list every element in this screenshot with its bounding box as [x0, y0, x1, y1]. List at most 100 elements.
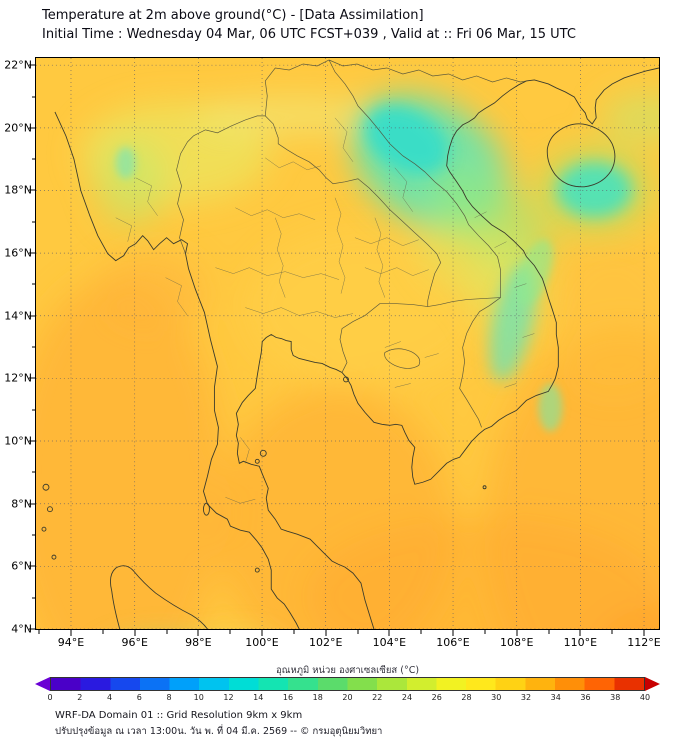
lat-minor-tick	[31, 221, 35, 223]
map-plot: 22°N 20°N 18°N 16°N 14°N 12°N 10°N 8°N 6°N 4°N 94…	[4, 57, 661, 649]
lon-minor-tick	[611, 630, 613, 634]
lat-tick-mark	[29, 127, 35, 129]
lon-tick-mark	[261, 630, 263, 636]
lon-tick-label: 108°E	[499, 636, 534, 649]
lon-tick-mark	[516, 630, 518, 636]
footer-domain-info: WRF-DA Domain 01 :: Grid Resolution 9km …	[55, 710, 303, 721]
header: Temperature at 2m above ground(°C) - [Da…	[42, 6, 576, 44]
colorbar-tick-label: 30	[491, 693, 502, 702]
lat-tick-label: 22°N	[4, 58, 32, 72]
lat-tick-label: 10°N	[4, 434, 32, 448]
colorbar-tick-label: 14	[253, 693, 264, 702]
lat-tick-mark	[29, 503, 35, 505]
colorbar-tick-label: 0	[47, 693, 53, 702]
graticule	[36, 58, 659, 629]
colorbar-tick-label: 34	[550, 693, 561, 702]
lon-tick-mark	[197, 630, 199, 636]
colorbar-tick-label: 12	[223, 693, 234, 702]
lat-tick-label: 18°N	[4, 183, 32, 197]
lon-tick-mark	[70, 630, 72, 636]
lon-tick-label: 104°E	[372, 636, 407, 649]
cool-streaks	[115, 146, 563, 432]
colorbar-tick-labels: 0 2 4 6 8 10 12 14 16 18 20 22 24 26 28 30 32 34 36 38 40	[47, 693, 650, 705]
colorbar-gradient	[50, 677, 645, 691]
colorbar-scale: 0 2 4 6 8 10 12 14 16 18 20 22 24 26 28 30 32 34 36 38 40	[47, 677, 650, 702]
colorbar-tick-label: 8	[166, 693, 172, 702]
lat-minor-tick	[31, 471, 35, 473]
colorbar-label: อุณหภูมิ หน่วย องศาเซลเซียส (°C)	[275, 665, 420, 676]
colorbar-tick-label: 2	[77, 693, 83, 702]
lon-tick-mark	[452, 630, 454, 636]
lat-tick-label: 4°N	[11, 622, 32, 636]
colorbar-tick-label: 22	[372, 693, 383, 702]
colorbar: 0 2 4 6 8 10 12 14 16 18 20 22 24 26 28 30 32 34 36 38 40	[35, 677, 660, 702]
lat-tick-mark	[29, 64, 35, 66]
lon-tick-mark	[643, 630, 645, 636]
lon-minor-tick	[229, 630, 231, 634]
lat-tick-label: 16°N	[4, 246, 32, 260]
lat-minor-tick	[31, 96, 35, 98]
colorbar-tick-label: 28	[461, 693, 472, 702]
colorbar-tick-label: 40	[639, 693, 651, 702]
lon-minor-tick	[357, 630, 359, 634]
footer-update-info: ปรับปรุงข้อมูล ณ เวลา 13:00น. วัน พ. ที่…	[55, 726, 383, 737]
lat-minor-tick	[31, 283, 35, 285]
country-borders	[176, 59, 527, 428]
lon-tick-label: 110°E	[563, 636, 598, 649]
colorbar-tick-label: 24	[401, 693, 413, 702]
lon-tick-mark	[579, 630, 581, 636]
lat-minor-tick	[31, 346, 35, 348]
lat-minor-tick	[31, 158, 35, 160]
lon-minor-tick	[548, 630, 550, 634]
warm-sea-blobs	[36, 227, 659, 629]
lat-minor-tick	[31, 534, 35, 536]
lon-tick-label: 100°E	[245, 636, 279, 649]
colorbar-tick-label: 6	[136, 693, 142, 702]
lat-tick-label: 12°N	[4, 371, 32, 385]
lon-minor-tick	[484, 630, 486, 634]
colorbar-tick-label: 38	[610, 693, 621, 702]
lat-tick-mark	[29, 377, 35, 379]
footer: WRF-DA Domain 01 :: Grid Resolution 9km …	[55, 710, 382, 739]
lon-tick-mark	[388, 630, 390, 636]
lon-tick-label: 96°E	[121, 636, 148, 649]
colorbar-tick-label: 32	[520, 693, 532, 702]
lon-minor-tick	[166, 630, 168, 634]
page-title: Temperature at 2m above ground(°C) - [Da…	[42, 8, 424, 23]
temperature-field	[36, 58, 659, 629]
lon-tick-label: 106°E	[436, 636, 470, 649]
lon-tick-label: 98°E	[185, 636, 212, 649]
lon-minor-tick	[38, 630, 40, 634]
lon-tick-mark	[134, 630, 136, 636]
page-subtitle: Initial Time : Wednesday 04 Mar, 06 UTC …	[42, 27, 576, 42]
colorbar-tick-label: 26	[431, 693, 442, 702]
lat-tick-label: 14°N	[4, 309, 32, 323]
colorbar-tick-label: 4	[106, 693, 113, 702]
lon-tick-label: 102°E	[308, 636, 343, 649]
colorbar-left-arrow	[35, 677, 50, 691]
lat-minor-tick	[31, 409, 35, 411]
colorbar-tick-label: 10	[193, 693, 204, 702]
colorbar-right-arrow	[645, 677, 660, 691]
colorbar-tick-label: 18	[312, 693, 323, 702]
lat-minor-tick	[31, 597, 35, 599]
lat-tick-mark	[29, 440, 35, 442]
colorbar-tick-label: 20	[342, 693, 353, 702]
lon-tick-mark	[325, 630, 327, 636]
lat-tick-label: 20°N	[4, 121, 32, 135]
lat-tick-mark	[29, 252, 35, 254]
lat-tick-mark	[29, 315, 35, 317]
lat-tick-mark	[29, 628, 35, 630]
lat-tick-mark	[29, 189, 35, 191]
colorbar-tick-label: 36	[580, 693, 591, 702]
lon-minor-tick	[293, 630, 295, 634]
coastlines	[41, 67, 659, 629]
province-boundaries	[115, 117, 535, 504]
lon-tick-label: 112°E	[627, 636, 661, 649]
lon-minor-tick	[102, 630, 104, 634]
lat-tick-label: 6°N	[11, 559, 32, 573]
colorbar-tick-label: 16	[282, 693, 294, 702]
lat-tick-label: 8°N	[11, 497, 32, 511]
lon-minor-tick	[420, 630, 422, 634]
temperature-field-svg	[36, 58, 659, 629]
